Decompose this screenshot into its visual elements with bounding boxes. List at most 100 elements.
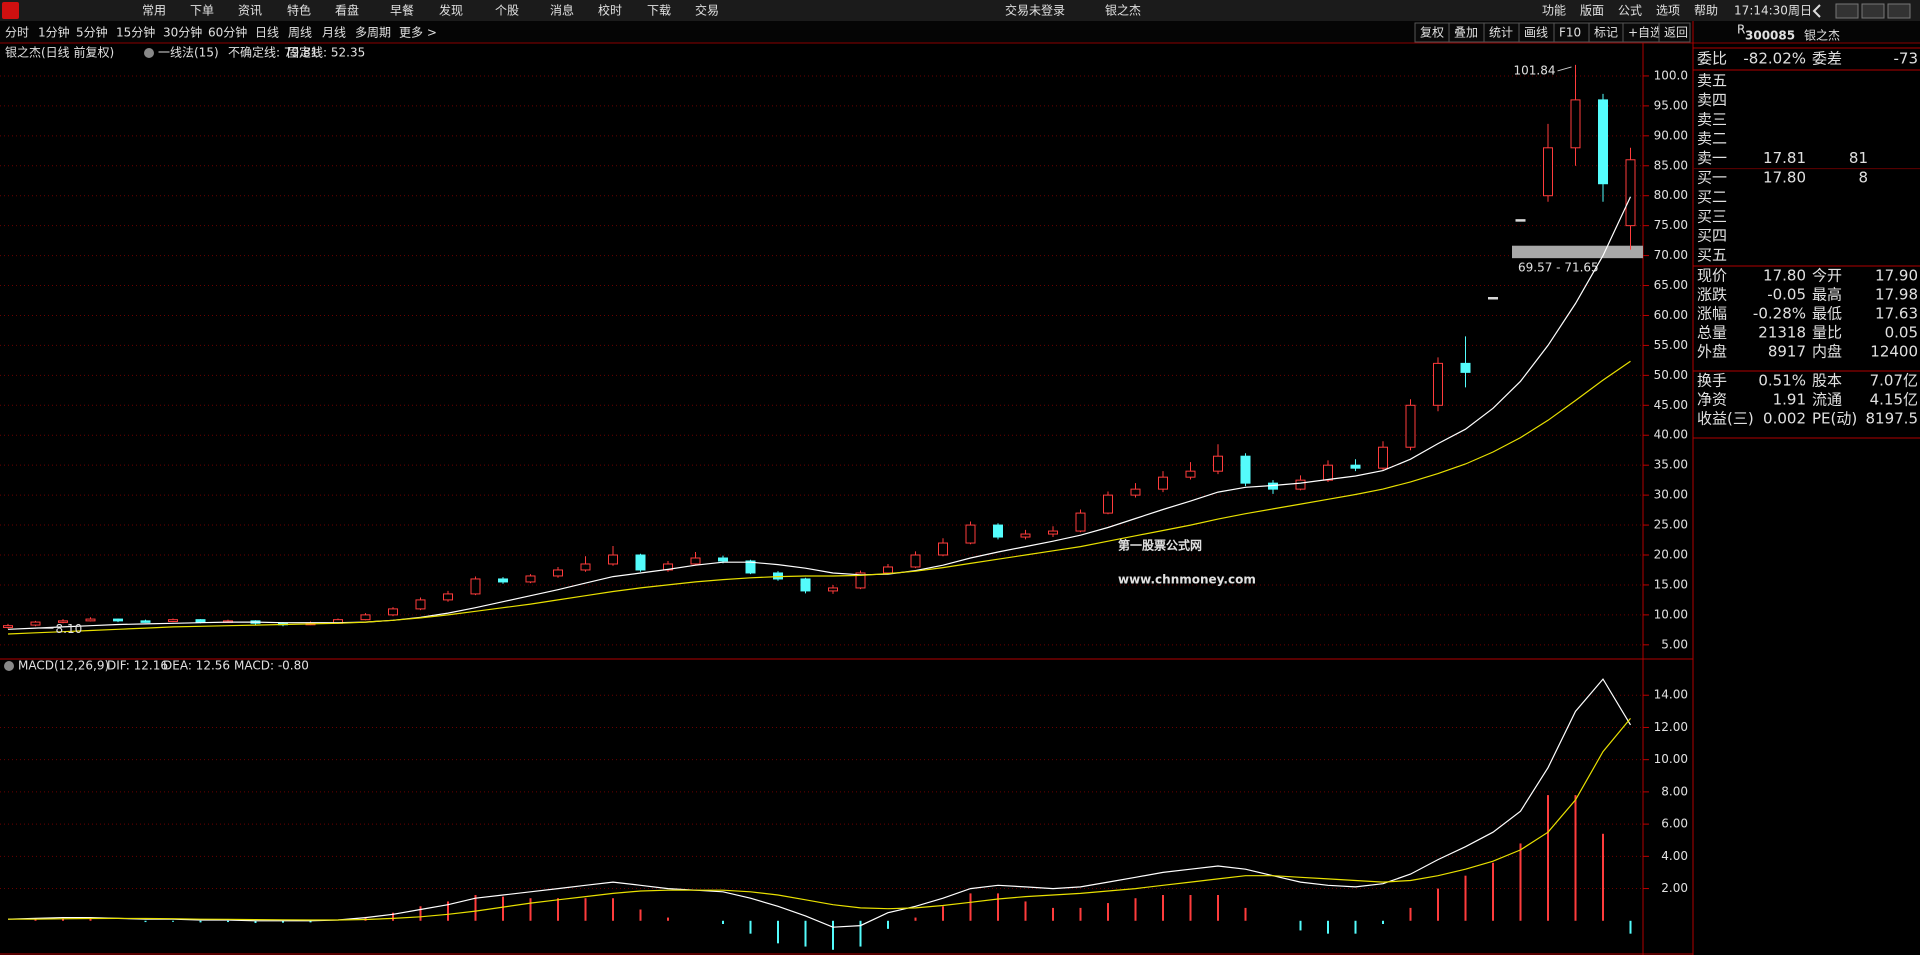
period-tab[interactable]: 周线 bbox=[288, 26, 312, 40]
tool-label[interactable]: +自选 bbox=[1628, 26, 1662, 40]
menu-item[interactable]: 选项 bbox=[1656, 4, 1680, 18]
app-logo bbox=[2, 2, 19, 19]
quote-label: 涨幅 bbox=[1697, 305, 1727, 323]
quote-value: 21318 bbox=[1758, 324, 1806, 342]
y-tick-label: 50.00 bbox=[1654, 368, 1688, 382]
quote-label: PE(动) bbox=[1812, 410, 1857, 428]
quote-label: 最高 bbox=[1812, 286, 1842, 304]
menu-item[interactable]: 早餐 bbox=[390, 3, 414, 18]
legend-entry: MACD: -0.80 bbox=[234, 659, 309, 673]
menu-item[interactable]: 消息 bbox=[550, 3, 574, 18]
y-tick-label: 40.00 bbox=[1654, 428, 1688, 442]
candle-body bbox=[1515, 219, 1526, 222]
period-tab[interactable]: 分时 bbox=[5, 26, 29, 40]
period-tab[interactable]: 多周期 bbox=[355, 26, 391, 40]
menu-item[interactable]: 版面 bbox=[1580, 4, 1604, 18]
quote-label: 今开 bbox=[1812, 267, 1842, 285]
candle-body bbox=[58, 620, 68, 623]
close-button[interactable] bbox=[1887, 3, 1911, 19]
book-volume: 8 bbox=[1858, 169, 1868, 187]
book-volume: 81 bbox=[1849, 149, 1868, 167]
quote-value: 0.002 bbox=[1763, 410, 1806, 428]
candle-body bbox=[443, 593, 453, 601]
candle-body bbox=[1460, 362, 1471, 373]
back-arrow[interactable] bbox=[1812, 4, 1821, 18]
book-label: 买一 bbox=[1697, 169, 1727, 187]
y-tick-label: 65.00 bbox=[1654, 278, 1688, 292]
y-tick-label: 95.00 bbox=[1654, 98, 1688, 112]
candle-body bbox=[635, 554, 646, 571]
candle-body bbox=[1295, 479, 1306, 490]
quote-value: 0.51% bbox=[1758, 372, 1806, 390]
menu-item[interactable]: 公式 bbox=[1618, 4, 1642, 18]
candle-body bbox=[415, 599, 426, 610]
menu-item[interactable]: 下单 bbox=[190, 4, 214, 18]
candle-body bbox=[1048, 530, 1058, 535]
candle-body bbox=[85, 618, 96, 622]
quote-value: 8197.5 bbox=[1866, 410, 1919, 428]
period-tab[interactable]: 1分钟 bbox=[38, 25, 70, 40]
tool-label[interactable]: F10 bbox=[1559, 26, 1581, 40]
badge: R bbox=[1737, 23, 1745, 37]
tool-label[interactable]: 画线 bbox=[1524, 26, 1548, 40]
menu-item[interactable]: 个股 bbox=[495, 4, 519, 18]
legend-entry: DEA: 12.56 bbox=[163, 659, 230, 673]
y-tick-label: 14.00 bbox=[1654, 688, 1688, 702]
book-label: 卖四 bbox=[1697, 91, 1727, 109]
indicator-icon[interactable] bbox=[144, 48, 154, 58]
book-label: 卖三 bbox=[1697, 110, 1727, 128]
menu-item[interactable]: 帮助 bbox=[1694, 4, 1718, 18]
tool-label[interactable]: 标记 bbox=[1594, 26, 1618, 40]
indicator-icon[interactable] bbox=[4, 661, 14, 671]
quote-label: 委差 bbox=[1812, 50, 1842, 68]
candle-body bbox=[1378, 446, 1388, 469]
quote-value: 17.98 bbox=[1875, 286, 1918, 304]
tool-label[interactable]: 叠加 bbox=[1454, 26, 1478, 40]
y-tick-label: 8.00 bbox=[1661, 784, 1688, 798]
candle-body bbox=[828, 587, 838, 592]
candle-body bbox=[1598, 99, 1608, 185]
menu-item[interactable]: 功能 bbox=[1542, 4, 1566, 18]
y-tick-label: 80.00 bbox=[1654, 188, 1688, 202]
book-price: 17.81 bbox=[1763, 149, 1806, 167]
tool-label[interactable]: 统计 bbox=[1489, 26, 1513, 40]
period-tab[interactable]: 5分钟 bbox=[76, 25, 108, 40]
quote-label: 总量 bbox=[1697, 324, 1727, 342]
period-tab[interactable]: 日线 bbox=[255, 26, 279, 40]
period-tab[interactable]: 30分钟 bbox=[163, 25, 202, 40]
y-tick-label: 45.00 bbox=[1654, 398, 1688, 412]
candle-body bbox=[1323, 464, 1333, 481]
menu-item[interactable]: 特色 bbox=[287, 3, 311, 18]
candle-body bbox=[195, 619, 206, 623]
quote-value: 8917 bbox=[1768, 343, 1806, 361]
tool-label[interactable]: 返回 bbox=[1664, 26, 1688, 40]
period-tab[interactable]: 月线 bbox=[322, 26, 346, 40]
candle-body bbox=[3, 625, 13, 628]
menu-item[interactable]: 校时 bbox=[598, 3, 622, 18]
ma-line bbox=[7, 360, 1631, 635]
tool-label[interactable]: 复权 bbox=[1420, 26, 1444, 40]
menu-item[interactable]: 常用 bbox=[142, 4, 166, 18]
candle-body bbox=[1103, 494, 1113, 514]
period-tab[interactable]: 15分钟 bbox=[116, 25, 155, 40]
menu-item[interactable]: 交易 bbox=[695, 3, 719, 18]
period-tab[interactable]: 更多 > bbox=[399, 26, 437, 40]
menu-item[interactable]: 看盘 bbox=[335, 3, 359, 18]
maximize-button[interactable] bbox=[1861, 3, 1885, 19]
tool-button[interactable] bbox=[1658, 22, 1691, 43]
menu-item[interactable]: 资讯 bbox=[238, 4, 262, 18]
candle-body bbox=[388, 608, 398, 616]
candle-body bbox=[855, 572, 866, 589]
quote-value: -73 bbox=[1894, 50, 1919, 68]
minimize-button[interactable] bbox=[1835, 3, 1859, 19]
menu-item[interactable]: 下载 bbox=[647, 4, 671, 18]
candle-body bbox=[883, 566, 893, 574]
candle-body bbox=[1350, 464, 1361, 469]
period-tab[interactable]: 60分钟 bbox=[208, 25, 247, 40]
stock-code: 300085 bbox=[1745, 29, 1795, 43]
login-status: 交易未登录 bbox=[1005, 3, 1065, 18]
candle-body bbox=[910, 554, 921, 568]
menu-item[interactable]: 发现 bbox=[439, 3, 463, 18]
